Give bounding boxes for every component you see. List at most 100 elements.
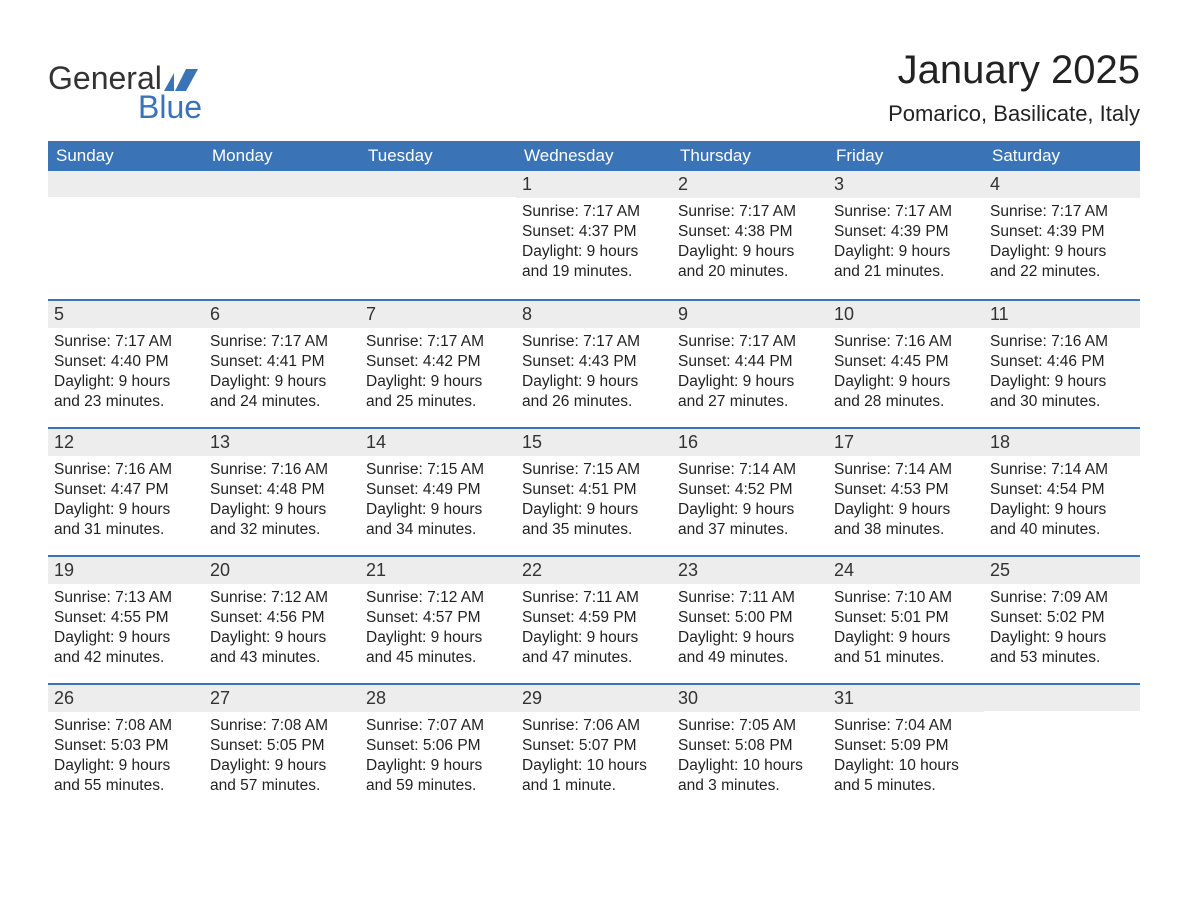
day-daylight2: and 55 minutes. <box>54 776 198 796</box>
day-daylight2: and 23 minutes. <box>54 392 198 412</box>
day-details: Sunrise: 7:17 AMSunset: 4:42 PMDaylight:… <box>360 328 516 413</box>
day-details: Sunrise: 7:17 AMSunset: 4:39 PMDaylight:… <box>984 198 1140 283</box>
calendar-cell: 12Sunrise: 7:16 AMSunset: 4:47 PMDayligh… <box>48 427 204 555</box>
day-number: 4 <box>984 171 1140 198</box>
day-number: 27 <box>204 685 360 712</box>
calendar-week: 5Sunrise: 7:17 AMSunset: 4:40 PMDaylight… <box>48 299 1140 427</box>
calendar-cell: 20Sunrise: 7:12 AMSunset: 4:56 PMDayligh… <box>204 555 360 683</box>
day-daylight2: and 25 minutes. <box>366 392 510 412</box>
day-number: 16 <box>672 429 828 456</box>
calendar-week: 1Sunrise: 7:17 AMSunset: 4:37 PMDaylight… <box>48 171 1140 299</box>
day-daylight2: and 57 minutes. <box>210 776 354 796</box>
day-sunrise: Sunrise: 7:17 AM <box>678 202 822 222</box>
day-sunrise: Sunrise: 7:17 AM <box>210 332 354 352</box>
day-sunrise: Sunrise: 7:16 AM <box>210 460 354 480</box>
day-daylight2: and 26 minutes. <box>522 392 666 412</box>
calendar-cell: 28Sunrise: 7:07 AMSunset: 5:06 PMDayligh… <box>360 683 516 811</box>
day-daylight1: Daylight: 9 hours <box>210 372 354 392</box>
day-sunrise: Sunrise: 7:17 AM <box>834 202 978 222</box>
calendar-cell: 10Sunrise: 7:16 AMSunset: 4:45 PMDayligh… <box>828 299 984 427</box>
day-details: Sunrise: 7:07 AMSunset: 5:06 PMDaylight:… <box>360 712 516 797</box>
day-daylight1: Daylight: 10 hours <box>522 756 666 776</box>
calendar-cell: 25Sunrise: 7:09 AMSunset: 5:02 PMDayligh… <box>984 555 1140 683</box>
day-number: 18 <box>984 429 1140 456</box>
day-sunrise: Sunrise: 7:04 AM <box>834 716 978 736</box>
day-number: 9 <box>672 301 828 328</box>
day-daylight1: Daylight: 9 hours <box>366 372 510 392</box>
day-sunset: Sunset: 4:56 PM <box>210 608 354 628</box>
calendar-cell: 24Sunrise: 7:10 AMSunset: 5:01 PMDayligh… <box>828 555 984 683</box>
day-details: Sunrise: 7:17 AMSunset: 4:44 PMDaylight:… <box>672 328 828 413</box>
day-daylight2: and 37 minutes. <box>678 520 822 540</box>
day-number: 21 <box>360 557 516 584</box>
day-sunset: Sunset: 4:40 PM <box>54 352 198 372</box>
day-details: Sunrise: 7:17 AMSunset: 4:38 PMDaylight:… <box>672 198 828 283</box>
day-details: Sunrise: 7:17 AMSunset: 4:41 PMDaylight:… <box>204 328 360 413</box>
day-sunset: Sunset: 5:09 PM <box>834 736 978 756</box>
day-number <box>48 171 204 197</box>
day-number: 19 <box>48 557 204 584</box>
calendar-cell: 21Sunrise: 7:12 AMSunset: 4:57 PMDayligh… <box>360 555 516 683</box>
calendar-cell: 6Sunrise: 7:17 AMSunset: 4:41 PMDaylight… <box>204 299 360 427</box>
day-daylight2: and 5 minutes. <box>834 776 978 796</box>
day-number: 31 <box>828 685 984 712</box>
day-daylight1: Daylight: 9 hours <box>990 500 1134 520</box>
day-daylight1: Daylight: 9 hours <box>522 242 666 262</box>
day-daylight1: Daylight: 9 hours <box>210 756 354 776</box>
day-sunrise: Sunrise: 7:13 AM <box>54 588 198 608</box>
day-details: Sunrise: 7:16 AMSunset: 4:47 PMDaylight:… <box>48 456 204 541</box>
day-number <box>204 171 360 197</box>
day-sunset: Sunset: 4:39 PM <box>990 222 1134 242</box>
calendar-cell: 5Sunrise: 7:17 AMSunset: 4:40 PMDaylight… <box>48 299 204 427</box>
calendar-cell: 11Sunrise: 7:16 AMSunset: 4:46 PMDayligh… <box>984 299 1140 427</box>
day-sunset: Sunset: 5:01 PM <box>834 608 978 628</box>
day-sunset: Sunset: 4:57 PM <box>366 608 510 628</box>
day-daylight2: and 49 minutes. <box>678 648 822 668</box>
day-daylight1: Daylight: 9 hours <box>522 500 666 520</box>
day-sunset: Sunset: 4:38 PM <box>678 222 822 242</box>
calendar: Sunday Monday Tuesday Wednesday Thursday… <box>48 141 1140 811</box>
day-sunset: Sunset: 4:44 PM <box>678 352 822 372</box>
day-daylight1: Daylight: 9 hours <box>522 628 666 648</box>
day-details: Sunrise: 7:15 AMSunset: 4:49 PMDaylight:… <box>360 456 516 541</box>
calendar-cell: 27Sunrise: 7:08 AMSunset: 5:05 PMDayligh… <box>204 683 360 811</box>
calendar-cell: 3Sunrise: 7:17 AMSunset: 4:39 PMDaylight… <box>828 171 984 299</box>
day-number: 6 <box>204 301 360 328</box>
day-sunset: Sunset: 4:39 PM <box>834 222 978 242</box>
day-details: Sunrise: 7:05 AMSunset: 5:08 PMDaylight:… <box>672 712 828 797</box>
day-daylight2: and 47 minutes. <box>522 648 666 668</box>
day-sunset: Sunset: 4:46 PM <box>990 352 1134 372</box>
calendar-body: 1Sunrise: 7:17 AMSunset: 4:37 PMDaylight… <box>48 171 1140 811</box>
calendar-cell <box>204 171 360 299</box>
weekday-label: Monday <box>204 141 360 171</box>
day-daylight1: Daylight: 9 hours <box>678 500 822 520</box>
day-daylight1: Daylight: 9 hours <box>990 628 1134 648</box>
day-sunset: Sunset: 5:06 PM <box>366 736 510 756</box>
day-number: 2 <box>672 171 828 198</box>
day-daylight1: Daylight: 10 hours <box>834 756 978 776</box>
day-details: Sunrise: 7:14 AMSunset: 4:54 PMDaylight:… <box>984 456 1140 541</box>
calendar-cell <box>48 171 204 299</box>
weekday-label: Thursday <box>672 141 828 171</box>
day-sunset: Sunset: 5:02 PM <box>990 608 1134 628</box>
day-number: 29 <box>516 685 672 712</box>
day-sunrise: Sunrise: 7:08 AM <box>54 716 198 736</box>
day-sunrise: Sunrise: 7:17 AM <box>990 202 1134 222</box>
day-daylight2: and 1 minute. <box>522 776 666 796</box>
day-sunset: Sunset: 4:59 PM <box>522 608 666 628</box>
day-details: Sunrise: 7:08 AMSunset: 5:05 PMDaylight:… <box>204 712 360 797</box>
day-details: Sunrise: 7:09 AMSunset: 5:02 PMDaylight:… <box>984 584 1140 669</box>
day-number <box>360 171 516 197</box>
day-number: 13 <box>204 429 360 456</box>
day-number: 1 <box>516 171 672 198</box>
day-daylight1: Daylight: 9 hours <box>54 756 198 776</box>
weekday-label: Wednesday <box>516 141 672 171</box>
day-details: Sunrise: 7:13 AMSunset: 4:55 PMDaylight:… <box>48 584 204 669</box>
calendar-cell <box>984 683 1140 811</box>
day-sunset: Sunset: 4:48 PM <box>210 480 354 500</box>
calendar-cell: 19Sunrise: 7:13 AMSunset: 4:55 PMDayligh… <box>48 555 204 683</box>
calendar-cell: 14Sunrise: 7:15 AMSunset: 4:49 PMDayligh… <box>360 427 516 555</box>
day-number: 12 <box>48 429 204 456</box>
weekday-label: Sunday <box>48 141 204 171</box>
day-sunrise: Sunrise: 7:16 AM <box>990 332 1134 352</box>
